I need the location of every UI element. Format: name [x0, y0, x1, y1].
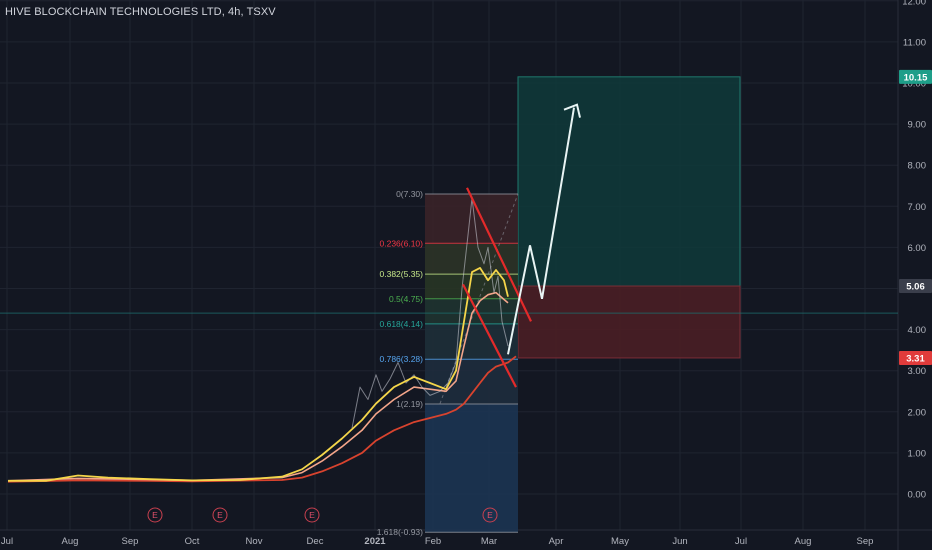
price-badge-label: 3.31: [906, 353, 925, 364]
fib-level-label: 0.5(4.75): [389, 294, 423, 304]
price-badge-label: 5.06: [906, 282, 925, 293]
fib-level-label: 0.236(6.10): [380, 238, 424, 248]
target-zone: [517, 76, 741, 287]
price-badge: [899, 279, 932, 294]
y-tick-label: 4.00: [908, 325, 927, 336]
x-tick-label: Aug: [62, 536, 79, 547]
x-tick-label: Oct: [185, 536, 200, 547]
earnings-marker: [482, 507, 498, 523]
y-tick-label: 9.00: [908, 120, 927, 131]
x-tick-label: Jun: [672, 536, 687, 547]
price-line: [351, 197, 509, 429]
fib-level-label: 0.786(3.28): [380, 354, 424, 364]
stop-zone: [517, 285, 741, 359]
y-tick-label: 0.00: [908, 490, 927, 501]
projection-arrow-head: [563, 103, 581, 118]
y-tick-label: 3.00: [908, 366, 927, 377]
x-tick-label: Aug: [795, 536, 812, 547]
earnings-marker: [304, 507, 320, 523]
trend-hint-line: [439, 193, 519, 404]
price-badge-label: 10.15: [904, 72, 928, 83]
y-tick-label: 2.00: [908, 407, 927, 418]
fib-level-label: 0.618(4.14): [380, 319, 424, 329]
y-tick-label: 11.00: [903, 37, 926, 48]
x-tick-label: Nov: [246, 536, 263, 547]
earnings-marker-label: E: [487, 510, 493, 520]
y-tick-label: 1.00: [908, 448, 927, 459]
fib-level-label: 1.618(-0.93): [377, 527, 423, 537]
x-tick-label: Feb: [425, 536, 441, 547]
channel-lower-line: [462, 283, 517, 388]
fib-zone: [425, 359, 518, 404]
projection-arrow: [507, 107, 575, 355]
y-tick-label: 8.00: [908, 161, 927, 172]
y-tick-label: 6.00: [908, 243, 927, 254]
ema-fast-line: [8, 267, 509, 482]
y-tick-label: 12.00: [902, 0, 926, 7]
fib-zone: [425, 243, 518, 275]
x-tick-label: 2021: [364, 536, 386, 547]
x-tick-label: Apr: [549, 536, 564, 547]
earnings-marker: [147, 507, 163, 523]
fib-zone: [425, 323, 518, 360]
x-tick-label: May: [611, 536, 629, 547]
x-tick-label: Jul: [1, 536, 13, 547]
x-tick-label: Mar: [481, 536, 497, 547]
x-tick-label: Sep: [857, 536, 874, 547]
price-badge: [899, 350, 932, 365]
y-tick-label: 7.00: [908, 202, 927, 213]
chart-title: HIVE BLOCKCHAIN TECHNOLOGIES LTD, 4h, TS…: [5, 6, 276, 18]
earnings-marker: [212, 507, 228, 523]
channel-upper-line: [466, 187, 532, 322]
y-tick-label: 10.00: [902, 79, 926, 90]
earnings-marker-label: E: [217, 510, 223, 520]
fib-level-label: 0.382(5.35): [380, 269, 424, 279]
x-tick-label: Jul: [735, 536, 747, 547]
x-tick-label: Sep: [122, 536, 139, 547]
fib-level-label: 1(2.19): [396, 399, 423, 409]
price-badge: [899, 69, 932, 84]
fib-level-label: 0(7.30): [396, 189, 423, 199]
earnings-marker-label: E: [152, 510, 158, 520]
earnings-marker-label: E: [309, 510, 315, 520]
x-tick-label: Dec: [307, 536, 324, 547]
fib-zone: [425, 403, 518, 533]
